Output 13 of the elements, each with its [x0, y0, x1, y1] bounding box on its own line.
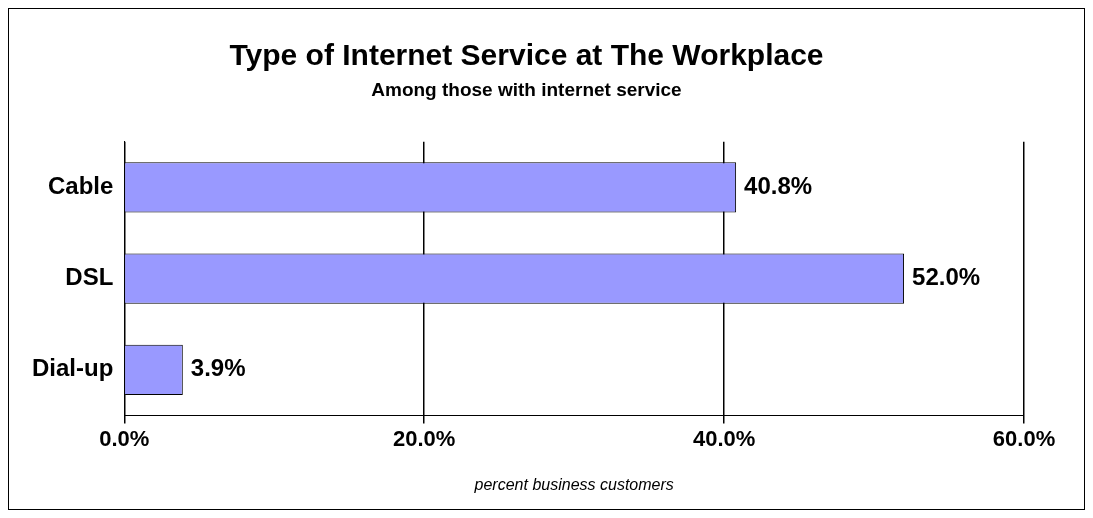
data-label: 40.8%: [744, 172, 813, 200]
y-tick-label: Cable: [47, 172, 114, 200]
data-label: 52.0%: [912, 263, 981, 291]
x-tick-label: 60.0%: [992, 425, 1056, 451]
y-tick-label: Dial-up: [32, 354, 114, 382]
x-tick-label: 0.0%: [99, 425, 150, 451]
x-tick-label: 40.0%: [692, 425, 756, 451]
x-tick-label: 20.0%: [393, 425, 456, 451]
y-tick-label: DSL: [65, 263, 114, 291]
chart-title: Type of Internet Service at The Workplace: [229, 38, 824, 72]
data-label: 3.9%: [190, 354, 246, 382]
chart-subtitle: Among those with internet service: [371, 78, 682, 100]
x-axis-title: percent business customers: [473, 475, 674, 493]
